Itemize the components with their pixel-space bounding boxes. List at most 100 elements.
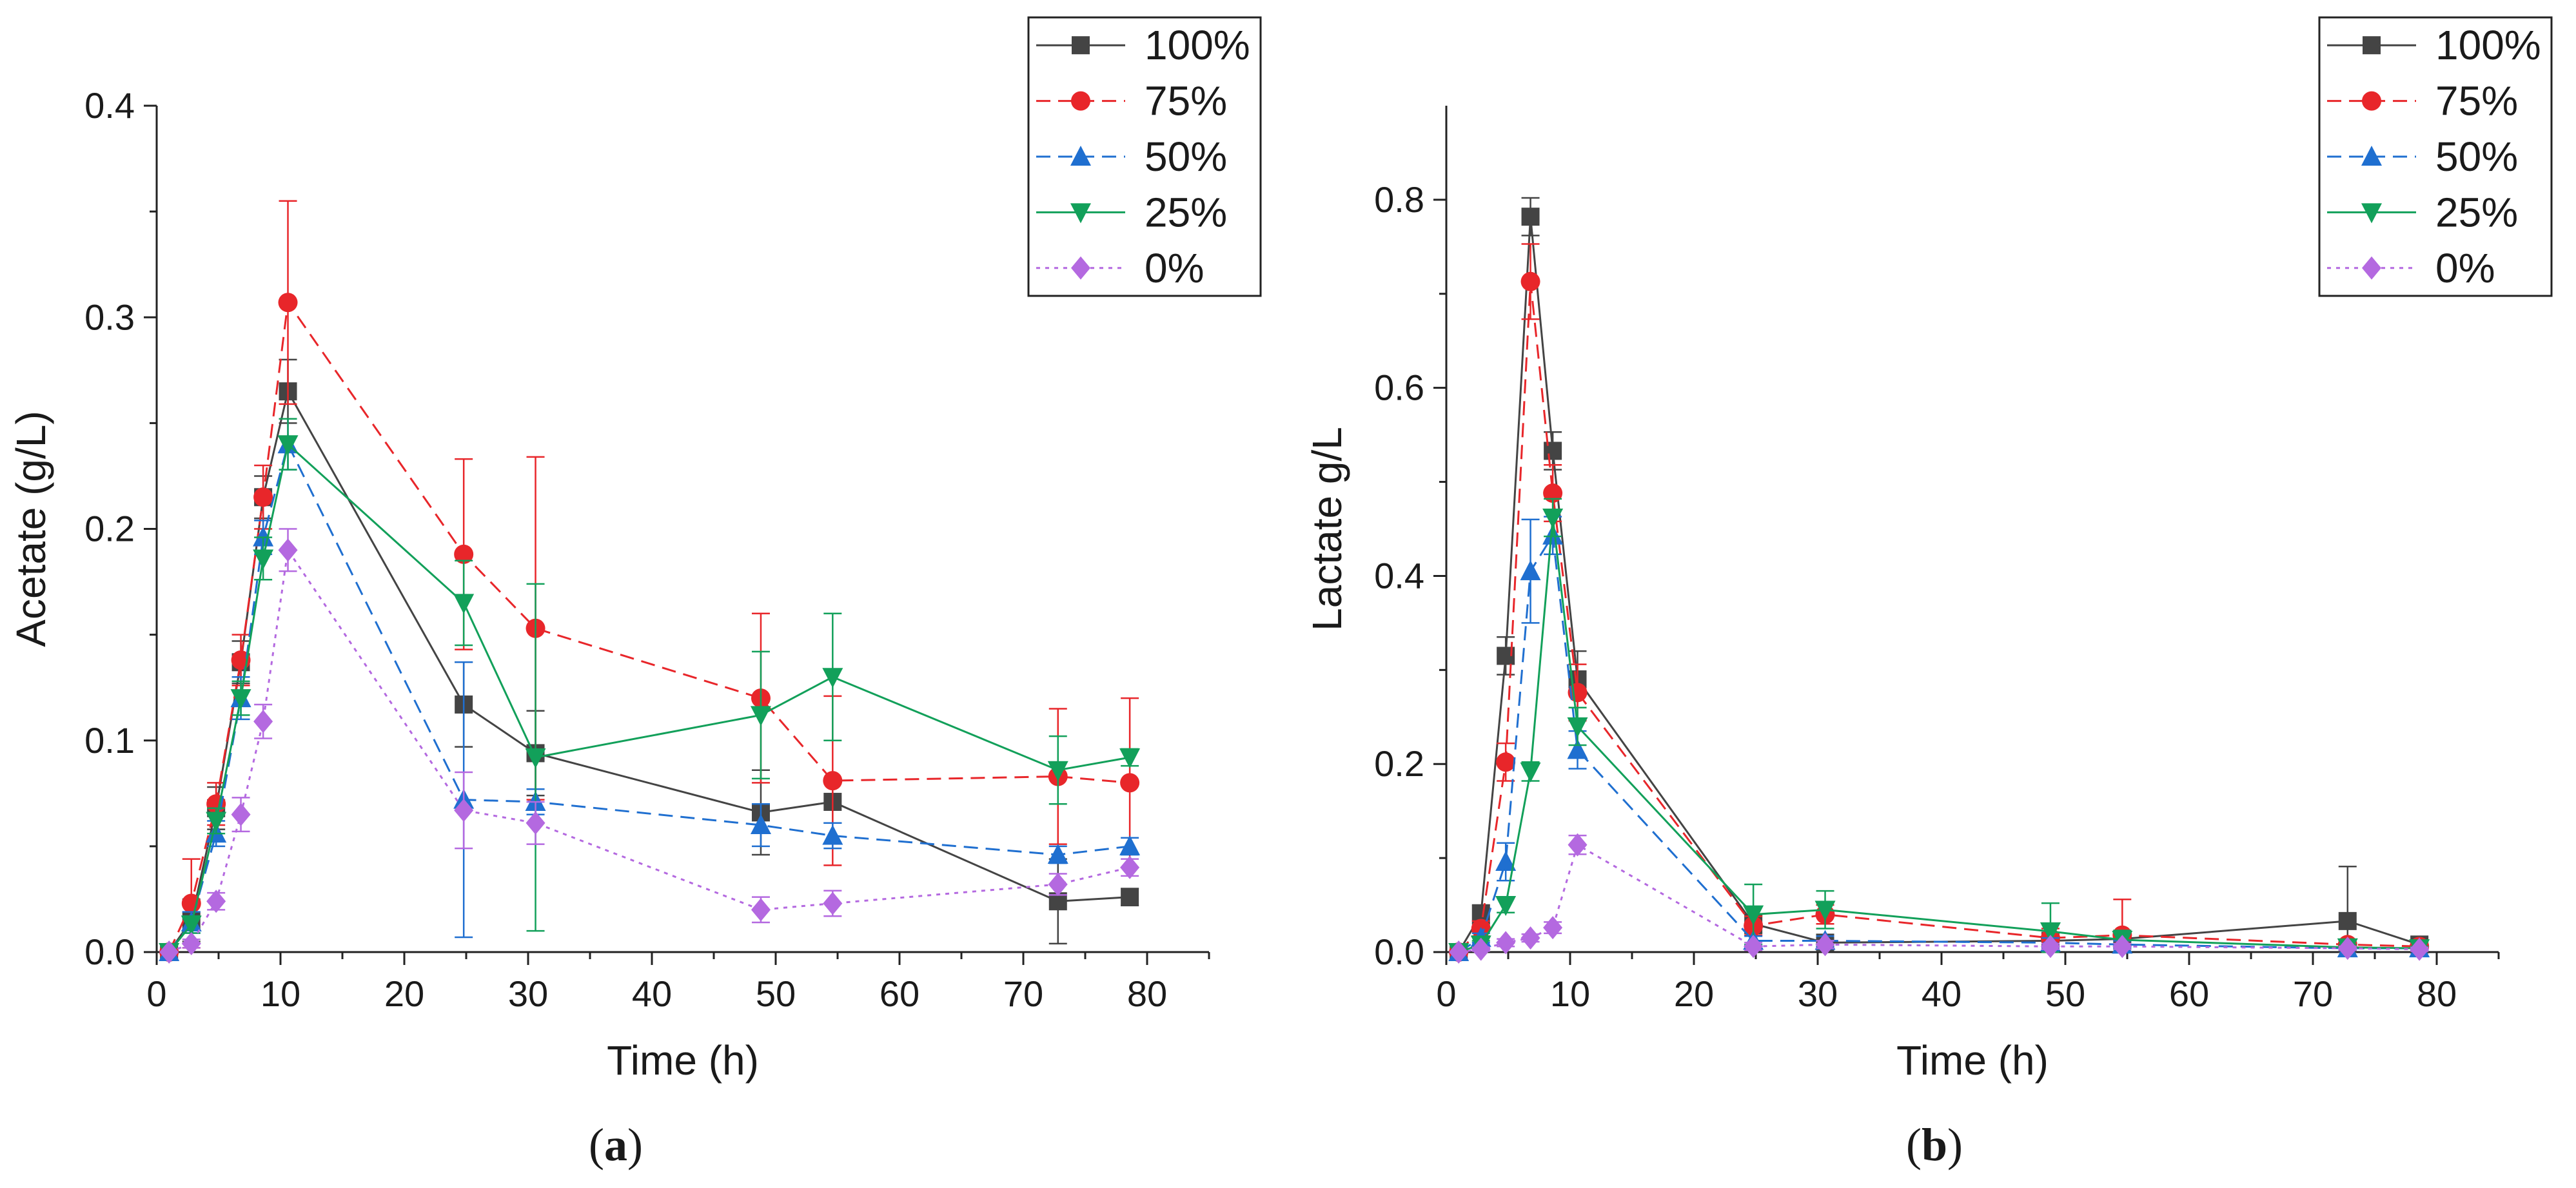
series-0pct (159, 528, 1140, 964)
data-point-marker (2112, 935, 2132, 959)
y-tick-label: 0.4 (84, 85, 135, 126)
legend-marker (1072, 36, 1090, 55)
data-point-marker (1496, 752, 1516, 772)
data-point-marker (1568, 833, 1588, 857)
x-tick-label: 0 (1436, 973, 1456, 1014)
data-point-marker (159, 940, 179, 964)
data-point-marker (253, 549, 274, 570)
y-tick-label: 0.3 (84, 297, 135, 337)
legend: 100% 75% 50% 25% 0% (2318, 16, 2553, 297)
x-tick-label: 60 (880, 973, 919, 1014)
y-axis-title: Acetate (g/L) (8, 411, 54, 647)
y-tick-label: 0.1 (84, 720, 135, 761)
data-point-marker (1567, 739, 1588, 759)
y-tick-label: 0.2 (1374, 743, 1424, 784)
series-line (1457, 217, 2420, 953)
legend-label: 100% (1145, 22, 1250, 68)
data-point-marker (525, 748, 546, 769)
data-point-marker (1543, 483, 1563, 503)
data-point-marker (1119, 835, 1141, 855)
series-line (168, 389, 1130, 953)
data-point-marker (1119, 748, 1141, 769)
panel-a-chart: 0 10 20 30 40 50 60 70 80 0.0 0.1 0.2 0.3 0.4 Time (h)… (8, 16, 1262, 1171)
x-tick-label: 70 (2293, 973, 2333, 1014)
x-tick-label: 60 (2169, 973, 2209, 1014)
data-point-marker (453, 594, 475, 614)
x-tick-label: 20 (384, 973, 424, 1014)
legend-label: 50% (1145, 133, 1227, 180)
data-point-marker (1520, 560, 1541, 581)
data-point-marker (750, 706, 771, 726)
data-point-marker (253, 526, 274, 547)
panel-label-letter: b (1922, 1119, 1947, 1171)
data-point-marker (1520, 762, 1541, 783)
y-tick-label: 0.8 (1374, 179, 1424, 220)
series-0pct (1449, 833, 2430, 964)
panel-b-chart: 0 10 20 30 40 50 60 70 80 0.0 0.2 0.4 0.6 0.8 Time (h)… (1304, 16, 2553, 1171)
series-line (168, 441, 1130, 953)
legend-label: 25% (2435, 189, 2518, 235)
data-point-marker (230, 689, 251, 710)
x-tick-label: 80 (1127, 973, 1167, 1014)
x-tick-label: 30 (508, 973, 548, 1014)
legend-label: 0% (1145, 245, 1204, 291)
data-point-marker (2040, 922, 2061, 942)
series-25pct (159, 418, 1141, 963)
data-point-marker (1567, 717, 1588, 737)
data-point-marker (2410, 937, 2430, 961)
data-point-marker (1496, 931, 1516, 955)
data-point-marker (1121, 888, 1139, 906)
data-point-marker (253, 710, 273, 734)
series-line (1458, 517, 2420, 953)
data-point-marker (278, 293, 298, 313)
y-tick-label: 0.2 (84, 509, 135, 549)
data-point-marker (1542, 508, 1564, 529)
x-tick-label: 80 (2417, 973, 2457, 1014)
y-axis-title: Lactate g/L (1304, 427, 1350, 631)
x-tick-label: 20 (1674, 973, 1714, 1014)
legend-marker (2363, 36, 2381, 55)
y-tick-label: 0.0 (84, 931, 135, 972)
series-line (1458, 532, 2420, 953)
legend-label: 0% (2435, 245, 2495, 291)
data-point-marker (1815, 933, 1835, 957)
data-point-marker (2338, 911, 2357, 930)
x-tick-label: 50 (756, 973, 796, 1014)
data-point-marker (1520, 926, 1540, 950)
legend-marker (1070, 203, 1091, 224)
data-point-marker (1744, 935, 1764, 959)
data-point-marker (2337, 937, 2357, 960)
data-point-marker (823, 891, 843, 915)
data-point-marker (277, 435, 299, 456)
legend-marker (1071, 256, 1090, 280)
data-point-marker (1495, 896, 1517, 917)
y-tick-label: 0.4 (1374, 555, 1424, 596)
legend-marker (1071, 91, 1090, 111)
legend-label: 75% (1145, 78, 1227, 124)
data-point-marker (1471, 937, 1491, 961)
data-point-marker (2040, 935, 2060, 959)
data-point-marker (526, 811, 546, 835)
data-point-marker (822, 668, 843, 688)
data-point-marker (1544, 442, 1562, 460)
data-point-marker (206, 890, 226, 913)
data-point-marker (1495, 850, 1517, 871)
data-point-marker (181, 931, 201, 955)
data-point-marker (454, 544, 474, 564)
data-point-marker (750, 814, 771, 835)
series-line (168, 442, 1130, 953)
data-point-marker (1520, 271, 1540, 291)
panel-label: (a) (589, 1119, 643, 1171)
legend-marker (2361, 203, 2382, 224)
legend-label: 100% (2435, 22, 2541, 68)
y-tick-label: 0.6 (1374, 367, 1424, 408)
series-line (168, 547, 1130, 953)
legend-marker (1070, 146, 1091, 166)
data-point-marker (1814, 901, 1836, 921)
data-point-marker (1047, 844, 1068, 864)
x-axis-title: Time (h) (1896, 1037, 2049, 1084)
data-point-marker (1521, 208, 1540, 226)
x-tick-label: 10 (261, 973, 300, 1014)
legend-marker (2361, 146, 2382, 166)
